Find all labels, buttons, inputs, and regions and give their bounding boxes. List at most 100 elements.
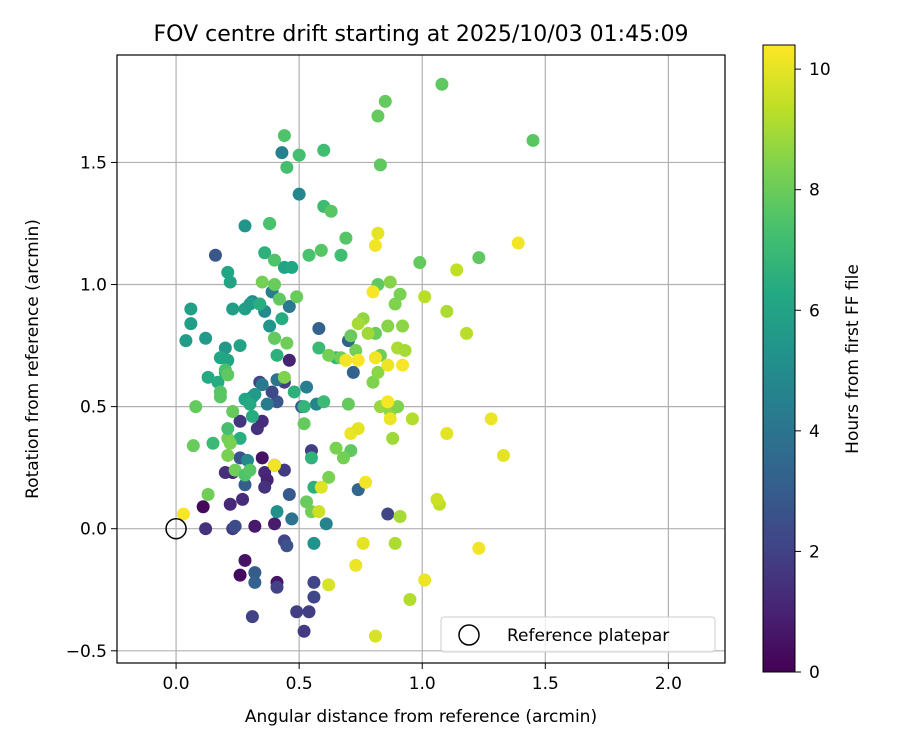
data-point bbox=[277, 129, 291, 143]
data-point bbox=[243, 397, 257, 411]
data-point bbox=[238, 478, 252, 492]
data-point bbox=[336, 451, 350, 465]
data-point bbox=[253, 297, 267, 311]
data-point bbox=[388, 536, 402, 550]
data-point bbox=[236, 492, 250, 506]
data-point bbox=[511, 236, 525, 250]
data-point bbox=[307, 575, 321, 589]
data-point bbox=[413, 256, 427, 270]
data-point bbox=[312, 321, 326, 335]
data-point bbox=[233, 414, 247, 428]
data-point bbox=[300, 380, 314, 394]
data-point bbox=[450, 263, 464, 277]
data-point bbox=[322, 578, 336, 592]
x-tick-label: 0.5 bbox=[286, 674, 313, 694]
data-point bbox=[199, 331, 213, 345]
data-point bbox=[282, 300, 296, 314]
legend-entry-reference: Reference platepar bbox=[507, 626, 669, 646]
data-point bbox=[258, 480, 272, 494]
data-point bbox=[208, 248, 222, 262]
data-point bbox=[386, 431, 400, 445]
data-point bbox=[341, 397, 355, 411]
data-point bbox=[179, 334, 193, 348]
y-tick-label: −0.5 bbox=[66, 642, 107, 662]
data-point bbox=[184, 302, 198, 316]
data-point bbox=[292, 148, 306, 162]
data-point bbox=[472, 251, 486, 265]
reference-marker-group bbox=[165, 517, 187, 540]
data-point bbox=[189, 400, 203, 414]
data-point bbox=[351, 353, 365, 367]
data-point bbox=[302, 248, 316, 262]
data-point bbox=[223, 497, 237, 511]
data-point bbox=[322, 348, 336, 362]
data-point bbox=[405, 412, 419, 426]
data-point bbox=[381, 358, 395, 372]
colorbar-gradient bbox=[762, 44, 796, 673]
data-point bbox=[435, 77, 449, 91]
data-point bbox=[270, 580, 284, 594]
data-point bbox=[201, 370, 215, 384]
data-point bbox=[292, 187, 306, 201]
y-tick-label: 1.5 bbox=[80, 153, 107, 173]
data-point bbox=[430, 492, 444, 506]
colorbar-label: Hours from first FF file bbox=[843, 264, 863, 454]
data-point bbox=[218, 341, 232, 355]
data-point bbox=[484, 412, 498, 426]
data-point bbox=[339, 231, 353, 245]
data-point bbox=[373, 158, 387, 172]
data-point bbox=[221, 265, 235, 279]
data-point bbox=[272, 292, 286, 306]
data-point bbox=[371, 109, 385, 123]
data-point bbox=[398, 343, 412, 357]
data-point bbox=[381, 319, 395, 333]
data-point bbox=[245, 610, 259, 624]
data-point bbox=[233, 339, 247, 353]
y-tick-label: 1.0 bbox=[80, 276, 107, 296]
data-point bbox=[268, 278, 282, 292]
data-point bbox=[265, 385, 279, 399]
data-point bbox=[199, 522, 213, 536]
data-point bbox=[268, 517, 282, 531]
legend-box bbox=[440, 616, 716, 653]
colorbar-tick-label: 10 bbox=[809, 60, 831, 80]
data-point bbox=[403, 593, 417, 607]
data-point bbox=[228, 463, 242, 477]
data-point bbox=[248, 566, 262, 580]
data-point bbox=[233, 431, 247, 445]
data-point bbox=[317, 143, 331, 157]
data-point bbox=[282, 488, 296, 502]
data-point bbox=[223, 275, 237, 289]
data-point bbox=[472, 541, 486, 555]
chart-title: FOV centre drift starting at 2025/10/03 … bbox=[154, 22, 689, 47]
data-point bbox=[268, 253, 282, 267]
data-point bbox=[361, 326, 375, 340]
data-point bbox=[238, 553, 252, 567]
data-point bbox=[297, 624, 311, 638]
data-point bbox=[240, 453, 254, 467]
data-point bbox=[302, 605, 316, 619]
data-point bbox=[277, 370, 291, 384]
data-point bbox=[255, 414, 269, 428]
data-point bbox=[270, 395, 284, 409]
data-point bbox=[263, 216, 277, 230]
data-point bbox=[381, 507, 395, 521]
data-point bbox=[184, 317, 198, 331]
data-point bbox=[263, 319, 277, 333]
data-point bbox=[314, 243, 328, 257]
data-point bbox=[238, 219, 252, 233]
data-point bbox=[396, 358, 410, 372]
data-point bbox=[223, 436, 237, 450]
data-point bbox=[287, 385, 301, 399]
data-point bbox=[396, 319, 410, 333]
colorbar: 0 2 4 6 8 10 Hours from first FF file bbox=[762, 44, 863, 683]
data-point bbox=[356, 536, 370, 550]
data-point bbox=[218, 466, 232, 480]
data-point bbox=[255, 451, 269, 465]
data-point bbox=[221, 353, 235, 367]
data-points bbox=[176, 77, 540, 643]
data-point bbox=[334, 248, 348, 262]
data-point bbox=[368, 629, 382, 643]
data-point bbox=[418, 573, 432, 587]
data-point bbox=[324, 204, 338, 218]
